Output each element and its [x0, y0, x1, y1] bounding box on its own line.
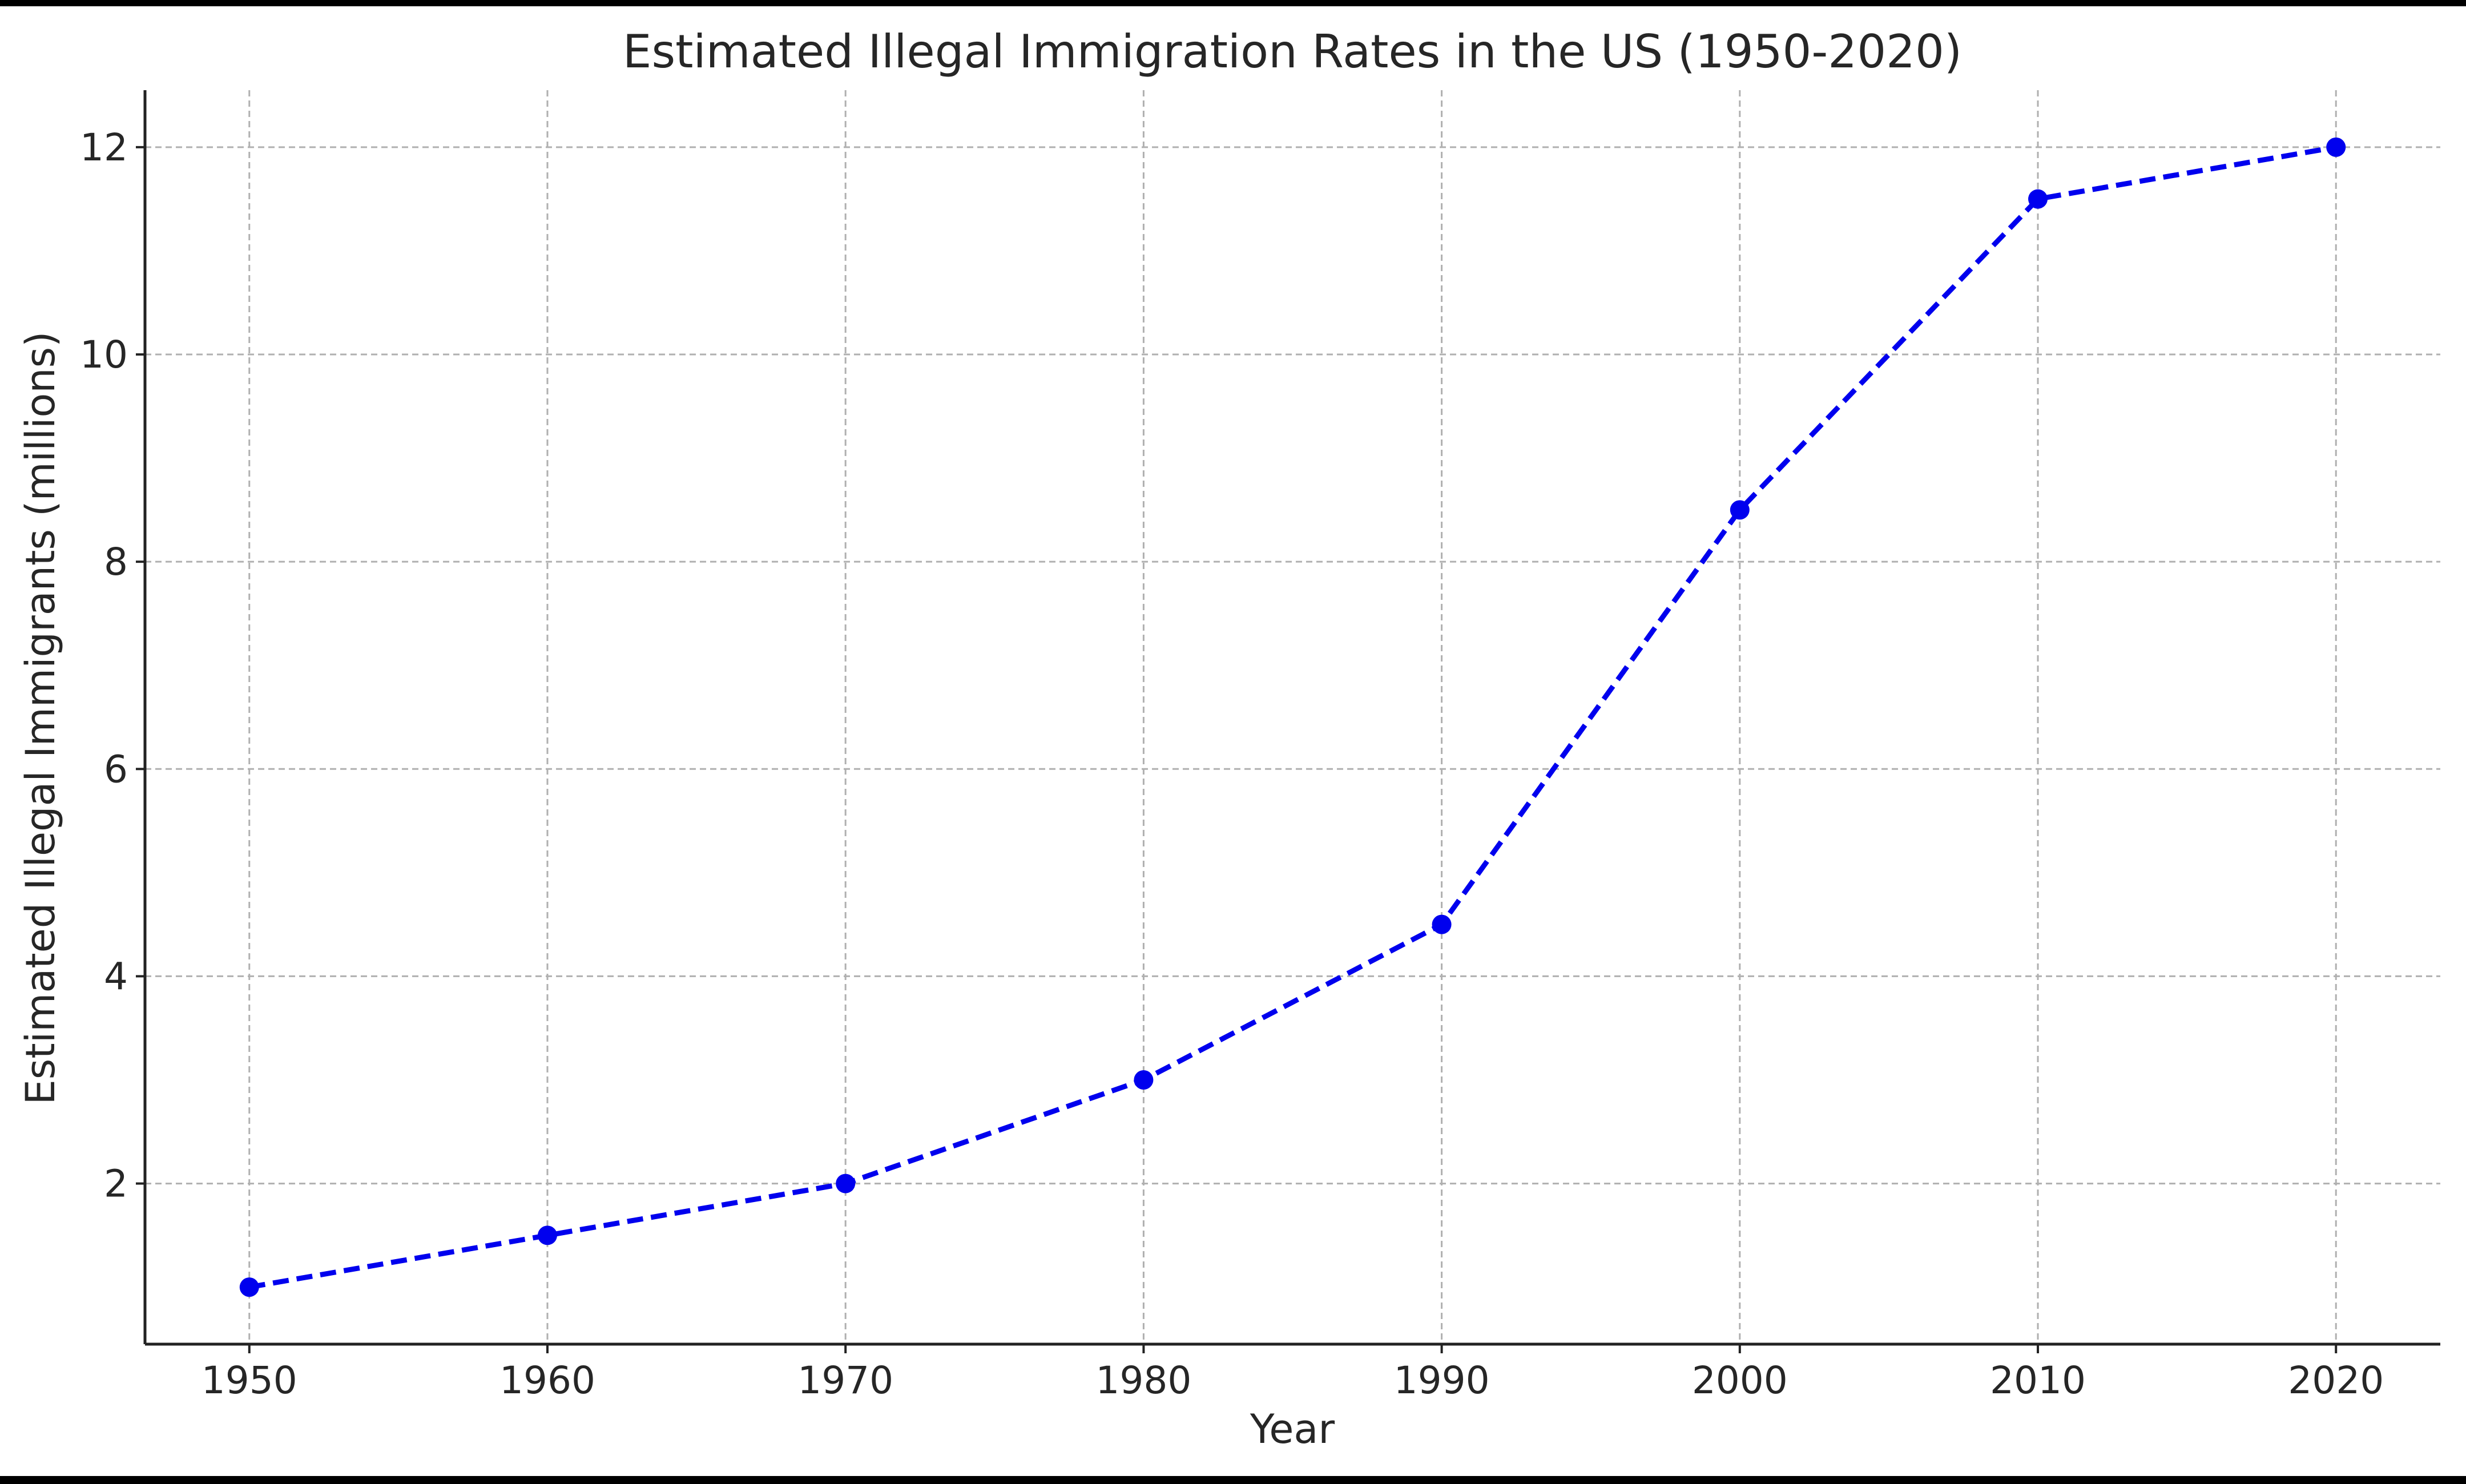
data-point-marker [1730, 500, 1750, 520]
data-point-marker [2326, 137, 2346, 157]
y-tick-label: 8 [104, 540, 128, 584]
x-tick-label: 1950 [202, 1358, 297, 1402]
y-axis-ticks: 2 4 6 8 10 12 [80, 126, 145, 1206]
y-tick-label: 2 [104, 1162, 128, 1206]
x-tick-label: 1980 [1095, 1358, 1191, 1402]
grid-lines [145, 90, 2440, 1344]
y-tick-label: 10 [80, 333, 128, 377]
data-point-marker [836, 1174, 856, 1193]
data-point-marker [1432, 914, 1452, 934]
chart-title: Estimated Illegal Immigration Rates in t… [623, 25, 1962, 78]
x-axis-ticks: 1950 1960 1970 1980 1990 2000 2010 2020 [202, 1344, 2384, 1402]
bottom-border-band [0, 1476, 2466, 1484]
y-tick-label: 12 [80, 126, 128, 170]
x-axis-label: Year [1250, 1406, 1335, 1453]
x-tick-label: 1970 [797, 1358, 893, 1402]
series-line [249, 144, 2336, 1290]
data-series [239, 137, 2346, 1297]
data-point-marker [239, 1277, 259, 1297]
data-point-marker [537, 1225, 557, 1245]
axes [143, 90, 2440, 1346]
data-point-marker [1134, 1070, 1154, 1090]
y-axis-label: Estimated Illegal Immigrants (millions) [17, 332, 64, 1105]
x-tick-label: 1990 [1394, 1358, 1490, 1402]
data-point-marker [2028, 189, 2048, 209]
top-border-band [0, 0, 2466, 6]
x-tick-label: 2000 [1692, 1358, 1788, 1402]
y-tick-label: 4 [104, 954, 128, 998]
x-tick-label: 2020 [2288, 1358, 2384, 1402]
x-tick-label: 2010 [1990, 1358, 2086, 1402]
x-tick-label: 1960 [499, 1358, 595, 1402]
y-tick-label: 6 [104, 747, 128, 791]
